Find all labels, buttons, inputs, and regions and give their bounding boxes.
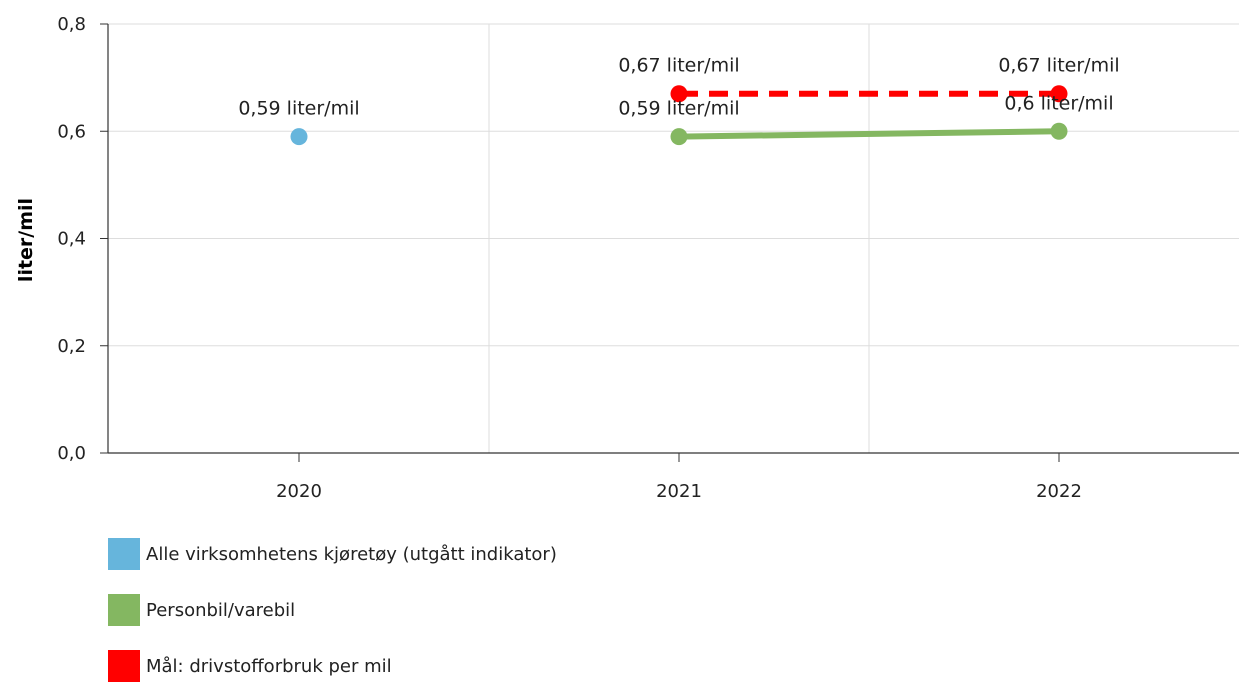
- y-axis-title: liter/mil: [15, 198, 37, 282]
- data-point[interactable]: [670, 85, 688, 103]
- y-tick-label: 0,6: [57, 121, 86, 142]
- x-tick-label: 2022: [1036, 481, 1082, 502]
- y-tick-label: 0,0: [57, 443, 86, 464]
- x-tick-label: 2020: [276, 481, 322, 502]
- data-point[interactable]: [670, 128, 688, 146]
- y-tick-label: 0,2: [57, 336, 86, 357]
- data-label: 0,67 liter/mil: [998, 55, 1119, 77]
- legend-label: Alle virksomhetens kjøretøy (utgått indi…: [146, 543, 557, 565]
- x-tick-label: 2021: [656, 481, 702, 502]
- data-labels: 0,59 liter/mil 0,59 liter/mil 0,6 liter/mi…: [238, 55, 1119, 120]
- legend-swatch-blue: [108, 538, 140, 570]
- series: [290, 85, 1068, 146]
- legend-item-personbil-varebil[interactable]: Personbil/varebil: [108, 594, 557, 626]
- data-label: 0,6 liter/mil: [1004, 92, 1113, 114]
- data-label: 0,67 liter/mil: [618, 55, 739, 77]
- legend-swatch-green: [108, 594, 140, 626]
- series-line-1: [678, 128, 1060, 140]
- data-point[interactable]: [290, 128, 308, 146]
- data-point[interactable]: [1050, 122, 1068, 140]
- axes: 0,0 0,2 0,4 0,6 0,8 2020 2021 2022: [57, 14, 1239, 502]
- legend-item-maal-drivstofforbruk[interactable]: Mål: drivstofforbruk per mil: [108, 650, 557, 682]
- legend-item-alle-kjoretoy[interactable]: Alle virksomhetens kjøretøy (utgått indi…: [108, 538, 557, 570]
- legend: Alle virksomhetens kjøretøy (utgått indi…: [108, 538, 557, 682]
- data-point[interactable]: [1050, 85, 1068, 103]
- legend-swatch-red: [108, 650, 140, 682]
- legend-label: Personbil/varebil: [146, 599, 296, 621]
- data-label: 0,59 liter/mil: [618, 98, 739, 120]
- y-tick-label: 0,8: [57, 14, 86, 35]
- y-tick-label: 0,4: [57, 229, 86, 250]
- legend-label: Mål: drivstofforbruk per mil: [146, 655, 392, 677]
- data-label: 0,59 liter/mil: [238, 98, 359, 120]
